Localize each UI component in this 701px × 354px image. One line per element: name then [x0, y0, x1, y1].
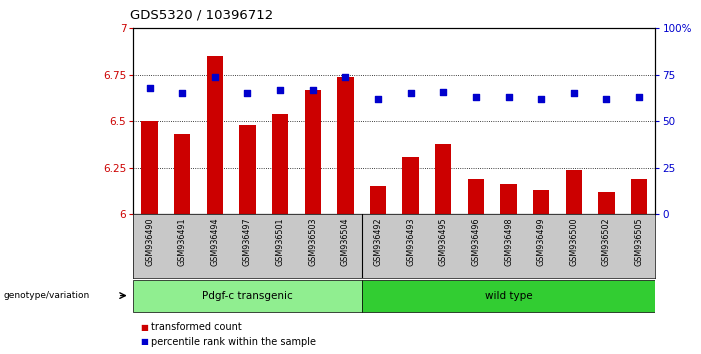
- Bar: [631, 179, 647, 214]
- Point: [536, 96, 547, 102]
- Text: GSM936493: GSM936493: [406, 217, 415, 266]
- Point: [307, 87, 318, 92]
- Point: [405, 91, 416, 96]
- Bar: [142, 121, 158, 214]
- Bar: [599, 192, 615, 214]
- Bar: [362, 280, 655, 312]
- Bar: [501, 184, 517, 214]
- Bar: [337, 76, 353, 214]
- Text: GSM936502: GSM936502: [602, 217, 611, 266]
- Text: GSM936490: GSM936490: [145, 217, 154, 266]
- Bar: [272, 114, 288, 214]
- Text: GSM936499: GSM936499: [537, 217, 545, 266]
- Text: GSM936503: GSM936503: [308, 217, 318, 266]
- Text: GSM936491: GSM936491: [177, 217, 186, 266]
- Text: GSM936497: GSM936497: [243, 217, 252, 266]
- Point: [470, 94, 482, 100]
- Text: ■: ■: [140, 323, 148, 332]
- Text: percentile rank within the sample: percentile rank within the sample: [151, 337, 315, 347]
- Bar: [304, 90, 321, 214]
- Bar: [566, 170, 582, 214]
- Text: GSM936501: GSM936501: [275, 217, 285, 266]
- Point: [503, 94, 514, 100]
- Point: [601, 96, 612, 102]
- Text: GSM936494: GSM936494: [210, 217, 219, 266]
- Point: [372, 96, 383, 102]
- Text: genotype/variation: genotype/variation: [4, 291, 90, 300]
- Text: GSM936495: GSM936495: [439, 217, 448, 266]
- Text: GSM936504: GSM936504: [341, 217, 350, 266]
- Bar: [533, 190, 550, 214]
- Bar: [435, 143, 451, 214]
- Text: GSM936496: GSM936496: [471, 217, 480, 266]
- Point: [209, 74, 220, 79]
- Point: [144, 85, 155, 91]
- Point: [437, 89, 449, 95]
- Point: [634, 94, 645, 100]
- Bar: [207, 56, 223, 214]
- Text: ■: ■: [140, 337, 148, 346]
- Point: [569, 91, 580, 96]
- Point: [340, 74, 351, 79]
- Point: [177, 91, 188, 96]
- Text: Pdgf-c transgenic: Pdgf-c transgenic: [202, 291, 293, 301]
- Bar: [370, 186, 386, 214]
- Text: GSM936505: GSM936505: [634, 217, 644, 266]
- Text: GDS5320 / 10396712: GDS5320 / 10396712: [130, 9, 273, 22]
- Bar: [402, 156, 418, 214]
- Text: GSM936500: GSM936500: [569, 217, 578, 266]
- Point: [242, 91, 253, 96]
- Bar: [133, 280, 362, 312]
- Text: transformed count: transformed count: [151, 322, 241, 332]
- Bar: [468, 179, 484, 214]
- Point: [275, 87, 286, 92]
- Text: wild type: wild type: [484, 291, 532, 301]
- Text: GSM936492: GSM936492: [374, 217, 383, 266]
- Text: GSM936498: GSM936498: [504, 217, 513, 266]
- Bar: [239, 125, 256, 214]
- Bar: [174, 134, 190, 214]
